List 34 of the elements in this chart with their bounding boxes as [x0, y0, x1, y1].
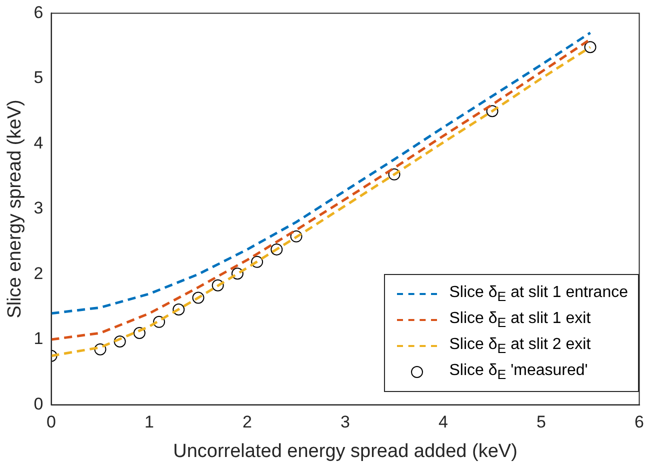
legend-label: Slice δ$_{E}$ at slit 2 exit: [449, 336, 591, 356]
point: [584, 41, 596, 54]
x-tick-label: 6: [634, 412, 644, 432]
x-tick-label: 3: [340, 412, 350, 432]
point: [251, 256, 264, 268]
y-tick-label: 2: [34, 264, 44, 283]
x-tick-label: 2: [242, 412, 252, 432]
point: [486, 105, 498, 118]
point: [172, 304, 185, 316]
point: [290, 230, 302, 242]
point: [270, 243, 283, 256]
point: [114, 335, 126, 348]
y-tick-label: 3: [34, 198, 44, 218]
x-tick-label: 0: [46, 412, 56, 432]
point: [94, 343, 106, 356]
legend-label: Slice δ$_{E}$ 'measured': [449, 362, 588, 382]
point: [192, 292, 204, 304]
point: [212, 279, 224, 292]
x-axis-title: Uncorrelated energy spread added (keV): [173, 440, 518, 462]
y-tick-label: 4: [34, 133, 44, 152]
point: [231, 268, 244, 280]
y-tick-label: 6: [34, 2, 44, 22]
point: [153, 316, 166, 328]
x-tick-label: 5: [536, 412, 546, 432]
legend-label: Slice δ$_{E}$ at slit 1 entrance: [449, 284, 628, 304]
y-tick-label: 1: [34, 329, 44, 348]
legend-label: Slice δ$_{E}$ at slit 1 exit: [449, 310, 591, 330]
point: [388, 168, 400, 180]
x-tick-label: 1: [144, 412, 154, 432]
y-tick-label: 5: [34, 68, 44, 88]
point: [133, 327, 146, 340]
y-tick-label: 0: [34, 394, 44, 414]
y-axis-title: Slice energy spread (keV): [4, 100, 26, 318]
x-tick-label: 4: [438, 412, 448, 432]
